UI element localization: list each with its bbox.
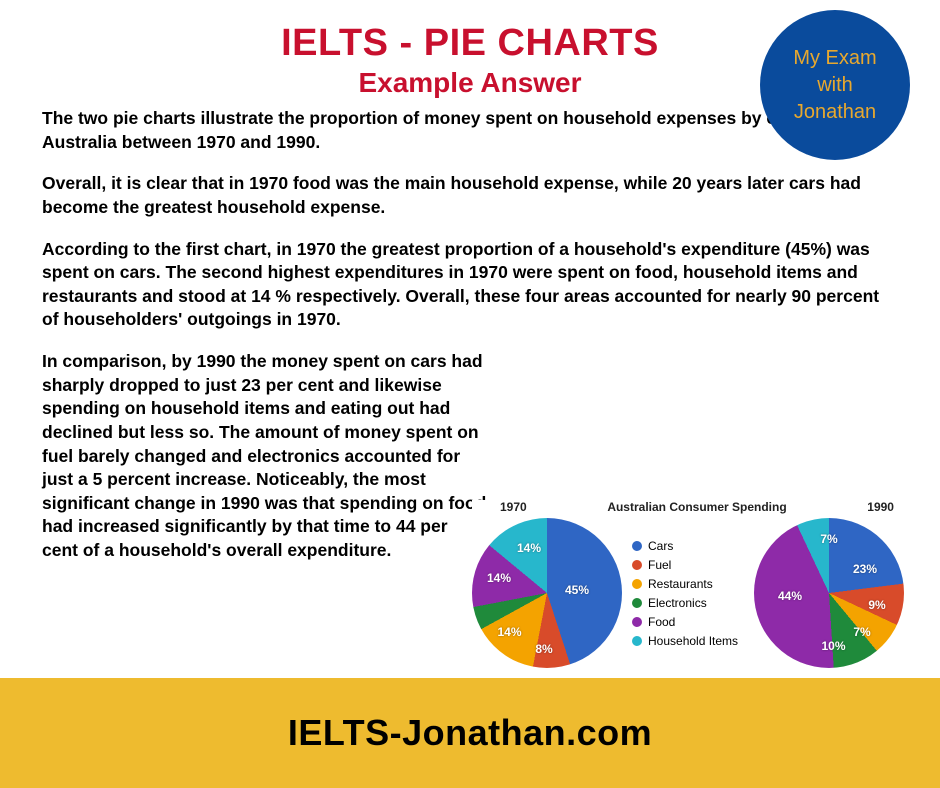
pie-slice-label: 14%: [517, 541, 541, 555]
legend-label: Food: [648, 613, 675, 631]
paragraph-3: According to the first chart, in 1970 th…: [42, 238, 898, 333]
pie-slice-label: 9%: [868, 598, 885, 612]
chart-row: 45% 8% 14% 14% 14% CarsFuelRestaurantsElectr…: [472, 518, 922, 668]
page-root: IELTS - PIE CHARTS Example Answer My Exa…: [0, 0, 940, 788]
pie-slice-label: 14%: [487, 571, 511, 585]
legend-swatch: [632, 541, 642, 551]
legend-item: Electronics: [632, 594, 744, 612]
footer-text: IELTS-Jonathan.com: [288, 712, 652, 754]
legend-label: Restaurants: [648, 575, 713, 593]
pie-slice-label: 7%: [820, 532, 837, 546]
chart-legend: CarsFuelRestaurantsElectronicsFoodHouseh…: [628, 535, 748, 651]
legend-item: Restaurants: [632, 575, 744, 593]
footer-bar: IELTS-Jonathan.com: [0, 678, 940, 788]
paragraph-4: In comparison, by 1990 the money spent o…: [42, 350, 487, 563]
legend-label: Household Items: [648, 632, 738, 650]
pie-slice-label: 10%: [821, 639, 845, 653]
legend-item: Cars: [632, 537, 744, 555]
legend-item: Food: [632, 613, 744, 631]
legend-swatch: [632, 636, 642, 646]
pie-slice-label: 8%: [535, 642, 552, 656]
legend-label: Cars: [648, 537, 673, 555]
body-copy: The two pie charts illustrate the propor…: [0, 99, 940, 563]
legend-item: Fuel: [632, 556, 744, 574]
pie-1970: 45% 8% 14% 14% 14%: [472, 518, 622, 668]
chart-header: 1970 Australian Consumer Spending 1990: [472, 500, 922, 518]
legend-swatch: [632, 579, 642, 589]
legend-swatch: [632, 617, 642, 627]
chart-title: Australian Consumer Spending: [607, 500, 786, 514]
brand-badge-text: My Exam with Jonathan: [778, 45, 892, 126]
legend-swatch: [632, 598, 642, 608]
legend-label: Fuel: [648, 556, 671, 574]
pie-slice-label: 23%: [853, 562, 877, 576]
chart-block: 1970 Australian Consumer Spending 1990 4…: [472, 500, 922, 668]
chart-year-right: 1990: [867, 500, 894, 514]
brand-badge: My Exam with Jonathan: [760, 10, 910, 160]
pie-slice-label: 14%: [497, 625, 521, 639]
pie-slice-label: 44%: [778, 589, 802, 603]
pie-slice-label: 45%: [565, 583, 589, 597]
pie-slice-label: 7%: [853, 625, 870, 639]
pie-1990: 23% 9% 7% 10% 44% 7%: [754, 518, 904, 668]
legend-item: Household Items: [632, 632, 744, 650]
paragraph-2: Overall, it is clear that in 1970 food w…: [42, 172, 898, 219]
chart-year-left: 1970: [500, 500, 527, 514]
legend-swatch: [632, 560, 642, 570]
legend-label: Electronics: [648, 594, 707, 612]
